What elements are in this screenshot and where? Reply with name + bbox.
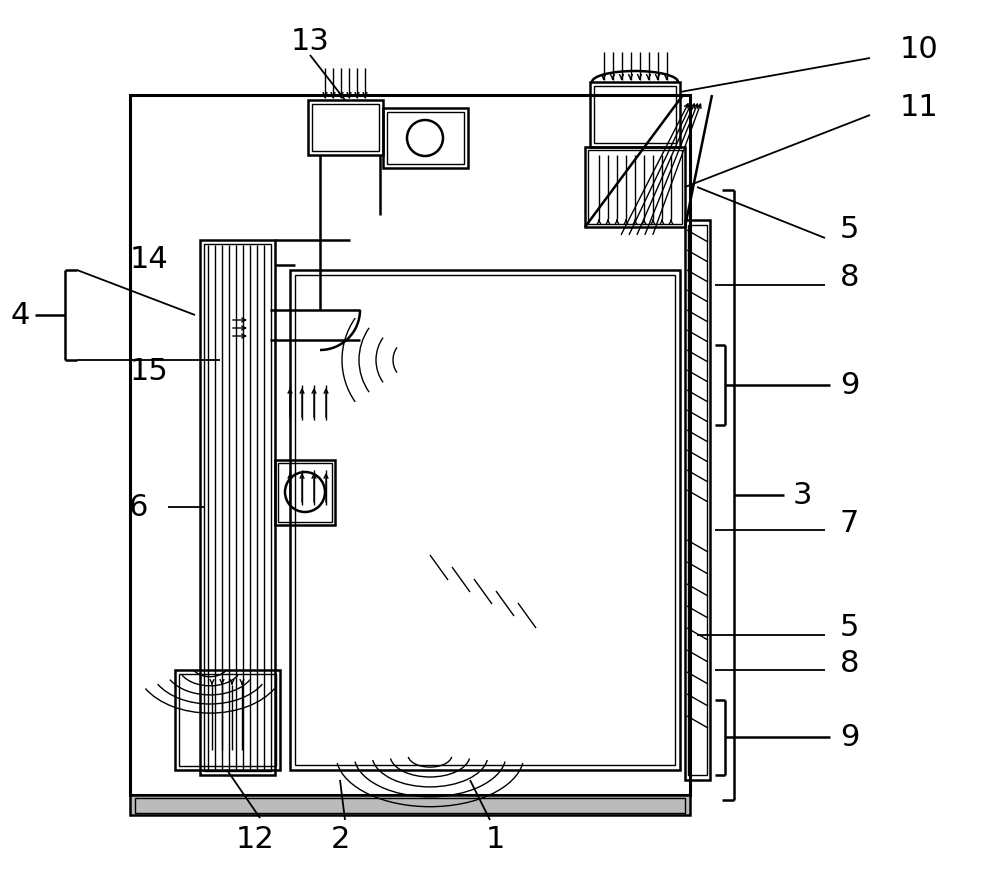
Bar	[588, 150, 682, 224]
Text: 15: 15	[130, 357, 169, 386]
Text: 9: 9	[840, 371, 859, 399]
Text: 6: 6	[129, 492, 148, 521]
Bar	[685, 220, 710, 780]
Bar	[590, 82, 680, 147]
Text: 8: 8	[840, 648, 860, 677]
Bar	[308, 100, 383, 155]
Bar	[278, 463, 332, 522]
Bar	[383, 108, 468, 168]
Text: 3: 3	[792, 481, 812, 510]
Text: 1: 1	[485, 825, 505, 854]
Bar	[585, 147, 685, 227]
Text: 11: 11	[900, 94, 939, 123]
Bar	[387, 112, 464, 164]
Bar	[295, 275, 675, 765]
Bar	[130, 95, 690, 795]
Text: 10: 10	[900, 36, 939, 65]
Text: 12: 12	[236, 825, 274, 854]
Bar	[135, 798, 685, 813]
Bar	[275, 460, 335, 525]
Text: 5: 5	[840, 613, 859, 642]
Text: 4: 4	[10, 300, 30, 329]
Bar	[175, 670, 280, 770]
Bar	[688, 225, 707, 775]
Text: 2: 2	[330, 825, 350, 854]
Text: 5: 5	[840, 215, 859, 244]
Text: 8: 8	[840, 264, 860, 293]
Text: 13: 13	[291, 27, 329, 56]
Text: 9: 9	[840, 723, 859, 752]
Bar	[179, 674, 276, 766]
Bar	[290, 270, 680, 770]
Bar	[204, 244, 271, 771]
Bar	[200, 240, 275, 775]
Bar	[130, 795, 690, 815]
Bar	[594, 86, 676, 143]
Bar	[312, 104, 379, 151]
Text: 14: 14	[130, 245, 169, 274]
Text: 7: 7	[840, 508, 859, 538]
